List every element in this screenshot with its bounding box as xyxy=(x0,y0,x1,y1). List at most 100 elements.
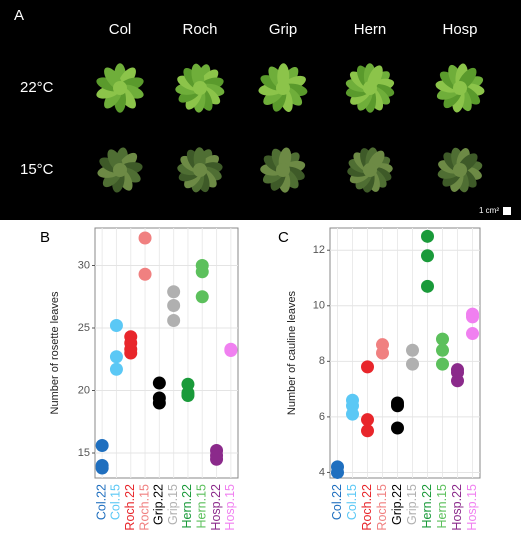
dot xyxy=(195,265,209,279)
dot xyxy=(406,357,419,371)
dot xyxy=(124,346,138,360)
dot xyxy=(152,376,166,390)
dot xyxy=(436,343,449,357)
dot xyxy=(167,314,181,327)
x-tick-label: Hosp.22 xyxy=(209,484,223,531)
dot xyxy=(224,342,238,356)
x-tick-label: Hosp.22 xyxy=(450,484,464,531)
y-tick-label: 30 xyxy=(78,259,90,271)
x-tick-label: Col.22 xyxy=(330,484,344,520)
x-tick-label: Hosp.15 xyxy=(223,484,237,531)
scale-label: 1 cm² xyxy=(479,206,499,215)
plant-photo xyxy=(435,63,485,113)
x-tick-label: Hern.15 xyxy=(195,484,209,529)
plant-photo xyxy=(260,147,306,193)
dot xyxy=(376,346,389,360)
plot-area xyxy=(329,227,481,479)
dot xyxy=(331,465,344,479)
x-tick-label: Roch.22 xyxy=(360,484,374,531)
scale-square xyxy=(503,207,511,215)
x-tick-label: Hern.22 xyxy=(420,484,434,529)
plant-photo xyxy=(96,63,144,113)
rosette-center xyxy=(193,81,207,95)
x-tick-label: Hern.22 xyxy=(180,484,194,529)
dot xyxy=(95,461,109,475)
x-tick-label: Grip.15 xyxy=(405,484,419,525)
dot xyxy=(138,267,152,281)
rosette-center xyxy=(193,163,207,177)
dot xyxy=(391,421,404,435)
x-tick-label: Col.22 xyxy=(94,484,108,520)
rosette-center xyxy=(113,163,127,177)
photo-panel xyxy=(0,0,521,220)
y-tick-label: 6 xyxy=(319,411,325,423)
panel-label: C xyxy=(278,229,289,246)
plant-photo xyxy=(347,147,393,193)
x-tick-label: Roch.15 xyxy=(137,484,151,531)
panel-label: A xyxy=(14,7,24,24)
genotype-label: Roch xyxy=(182,21,217,38)
rosette-center xyxy=(453,81,467,95)
plant-photo xyxy=(177,147,223,193)
y-tick-label: 10 xyxy=(313,300,325,312)
x-tick-label: Grip.22 xyxy=(152,484,166,525)
plant-photo xyxy=(97,147,143,193)
dot xyxy=(391,399,404,413)
dot xyxy=(210,452,224,466)
dot xyxy=(436,332,449,346)
dot xyxy=(167,285,181,299)
temperature-label: 22°C xyxy=(20,79,54,96)
genotype-label: Hern xyxy=(354,21,387,38)
y-axis-title: Number of rosette leaves xyxy=(49,291,61,414)
x-tick-label: Roch.15 xyxy=(375,484,389,531)
dot xyxy=(406,343,419,357)
plant-photo xyxy=(258,63,308,112)
dot xyxy=(421,229,434,243)
dot xyxy=(152,396,166,410)
x-tick-label: Col.15 xyxy=(109,484,123,520)
dot xyxy=(109,350,123,364)
dot xyxy=(361,413,374,427)
rosette-center xyxy=(113,81,127,95)
x-tick-label: Hosp.15 xyxy=(465,484,479,531)
genotype-label: Col xyxy=(109,21,132,38)
y-tick-label: 8 xyxy=(319,355,325,367)
dot xyxy=(109,362,123,376)
y-tick-label: 15 xyxy=(78,447,90,459)
panel-label: B xyxy=(40,229,50,246)
y-tick-label: 25 xyxy=(78,322,90,334)
rosette-center xyxy=(363,81,377,95)
dot xyxy=(361,360,374,374)
dot xyxy=(167,299,181,312)
plant-photo xyxy=(345,63,395,113)
y-tick-label: 20 xyxy=(78,384,90,396)
dot xyxy=(138,231,152,245)
x-tick-label: Grip.15 xyxy=(166,484,180,525)
dot xyxy=(361,424,374,438)
plant-photo xyxy=(437,147,483,193)
dot xyxy=(436,357,449,371)
dot xyxy=(95,439,109,452)
y-tick-label: 4 xyxy=(319,466,325,478)
rosette-center xyxy=(453,163,467,177)
x-tick-label: Grip.22 xyxy=(390,484,404,525)
dot xyxy=(109,319,123,332)
y-axis-title: Number of cauline leaves xyxy=(286,290,298,415)
dot xyxy=(421,279,434,293)
temperature-label: 15°C xyxy=(20,161,54,178)
x-tick-label: Col.15 xyxy=(345,484,359,520)
dot xyxy=(421,249,434,263)
rosette-center xyxy=(276,81,290,95)
genotype-label: Hosp xyxy=(442,21,477,38)
dot xyxy=(451,374,464,388)
dot xyxy=(466,310,479,324)
dot xyxy=(181,389,195,402)
plant-photo xyxy=(175,63,225,113)
dot xyxy=(195,290,209,304)
y-tick-label: 12 xyxy=(313,244,325,256)
dot xyxy=(466,327,479,341)
rosette-center xyxy=(276,163,290,177)
rosette-center xyxy=(363,163,377,177)
dot xyxy=(346,407,359,421)
